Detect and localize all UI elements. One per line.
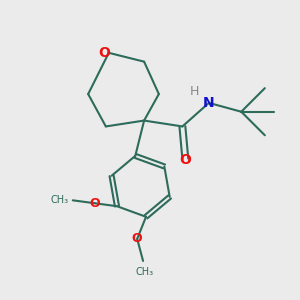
Text: CH₃: CH₃ <box>136 267 154 277</box>
Text: O: O <box>98 46 110 60</box>
Text: CH₃: CH₃ <box>50 195 68 205</box>
Text: O: O <box>90 197 100 210</box>
Text: N: N <box>203 96 215 110</box>
Text: O: O <box>132 232 142 245</box>
Text: O: O <box>179 153 191 167</box>
Text: H: H <box>190 85 199 98</box>
